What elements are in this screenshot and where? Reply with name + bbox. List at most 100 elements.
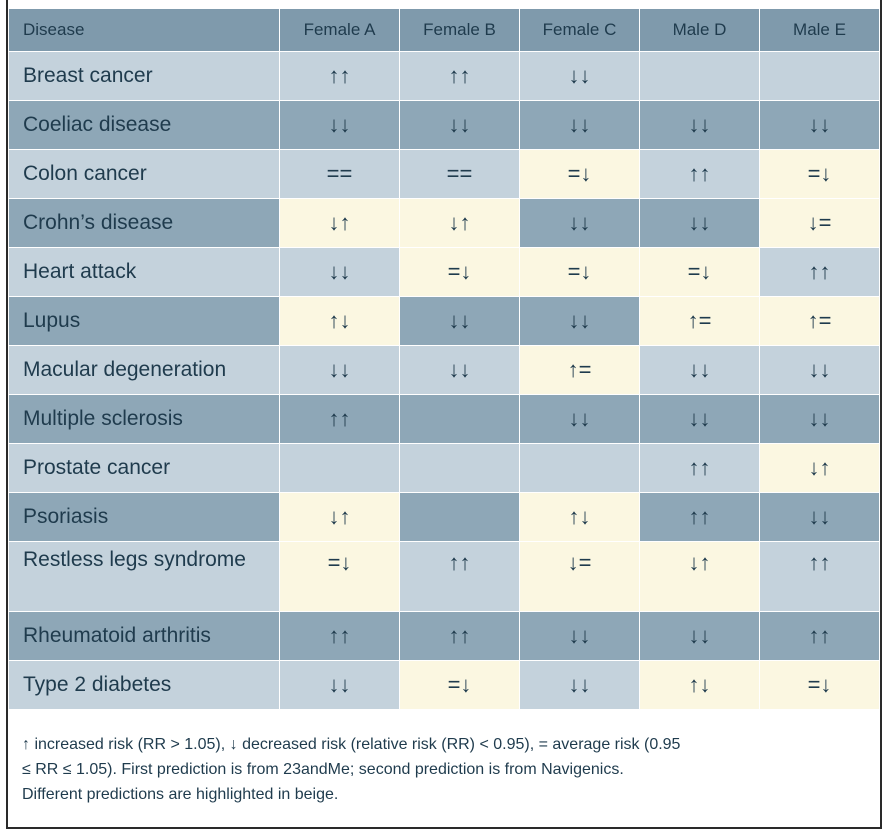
- risk-cell: ↑↑: [759, 247, 880, 297]
- header-female-c: Female C: [519, 8, 640, 52]
- risk-cell: ↓↓: [759, 345, 880, 395]
- disease-name: Coeliac disease: [8, 100, 280, 150]
- risk-cell: =↓: [639, 247, 760, 297]
- risk-cell: [519, 443, 640, 493]
- table-footnote: ↑ increased risk (RR > 1.05), ↓ decrease…: [22, 732, 867, 807]
- risk-cell: ↓↓: [639, 611, 760, 661]
- risk-cell: ↓↑: [399, 198, 520, 248]
- risk-cell: ↓↓: [399, 345, 520, 395]
- risk-cell: ↓↓: [639, 394, 760, 444]
- risk-cell: =↓: [399, 660, 520, 710]
- risk-cell: ↓↑: [639, 541, 760, 612]
- risk-cell: ↓↓: [639, 345, 760, 395]
- risk-cell: =↓: [279, 541, 400, 612]
- risk-cell: ↓↓: [519, 100, 640, 150]
- risk-cell: ↑↑: [639, 149, 760, 199]
- disease-name: Multiple sclerosis: [8, 394, 280, 444]
- risk-cell: ↓↓: [519, 394, 640, 444]
- table-row: Prostate cancer ↑↑ ↓↑: [8, 443, 880, 493]
- risk-cell: ↑↑: [279, 51, 400, 101]
- risk-cell: ↑↓: [519, 492, 640, 542]
- risk-cell: [399, 443, 520, 493]
- table-row: Coeliac disease ↓↓ ↓↓ ↓↓ ↓↓ ↓↓: [8, 100, 880, 150]
- risk-cell: =↓: [519, 247, 640, 297]
- risk-cell: ↑=: [519, 345, 640, 395]
- table-row: Rheumatoid arthritis ↑↑ ↑↑ ↓↓ ↓↓ ↑↑: [8, 611, 880, 661]
- risk-cell: ↑↑: [639, 492, 760, 542]
- header-row: Disease Female A Female B Female C Male …: [8, 8, 880, 52]
- disease-name: Heart attack: [8, 247, 280, 297]
- disease-name: Macular degeneration: [8, 345, 280, 395]
- table-row: Type 2 diabetes ↓↓ =↓ ↓↓ ↑↓ =↓: [8, 660, 880, 710]
- risk-cell: ↑↑: [399, 611, 520, 661]
- disease-name: Crohn’s disease: [8, 198, 280, 248]
- risk-cell: ↓↓: [279, 247, 400, 297]
- risk-cell: ↓=: [519, 541, 640, 612]
- disease-name: Rheumatoid arthritis: [8, 611, 280, 661]
- footnote-line-1: ↑ increased risk (RR > 1.05), ↓ decrease…: [22, 736, 681, 753]
- risk-cell: ↑↑: [279, 611, 400, 661]
- disease-name: Colon cancer: [8, 149, 280, 199]
- risk-cell: =↓: [759, 660, 880, 710]
- table-row: Crohn’s disease ↓↑ ↓↑ ↓↓ ↓↓ ↓=: [8, 198, 880, 248]
- risk-cell: ↓↓: [399, 100, 520, 150]
- table-row: Heart attack ↓↓ =↓ =↓ =↓ ↑↑: [8, 247, 880, 297]
- risk-cell: ↑↓: [639, 660, 760, 710]
- risk-cell: ↓↓: [279, 100, 400, 150]
- risk-cell: ↓↓: [519, 51, 640, 101]
- risk-cell: =↓: [759, 149, 880, 199]
- table-row: Colon cancer == == =↓ ↑↑ =↓: [8, 149, 880, 199]
- header-male-d: Male D: [639, 8, 760, 52]
- risk-cell: ↑↑: [399, 541, 520, 612]
- risk-cell: ↓↓: [759, 394, 880, 444]
- table-row: Breast cancer ↑↑ ↑↑ ↓↓: [8, 51, 880, 101]
- disease-name: Psoriasis: [8, 492, 280, 542]
- risk-cell: =↓: [519, 149, 640, 199]
- risk-cell: ↑↑: [639, 443, 760, 493]
- risk-cell: ↓↓: [639, 100, 760, 150]
- disease-name: Lupus: [8, 296, 280, 346]
- risk-cell: ↓↑: [279, 198, 400, 248]
- risk-cell: ↓=: [759, 198, 880, 248]
- risk-cell: [759, 51, 880, 101]
- risk-cell: ↓↓: [639, 198, 760, 248]
- risk-cell: ↑↑: [759, 541, 880, 612]
- disease-name: Prostate cancer: [8, 443, 280, 493]
- risk-cell: ↓↓: [759, 100, 880, 150]
- risk-cell: ↓↓: [519, 198, 640, 248]
- footnote-line-3: Different predictions are highlighted in…: [22, 786, 339, 803]
- risk-cell: ↓↓: [519, 296, 640, 346]
- table-row: Multiple sclerosis ↑↑ ↓↓ ↓↓ ↓↓: [8, 394, 880, 444]
- footnote-line-2: ≤ RR ≤ 1.05). First prediction is from 2…: [22, 761, 624, 778]
- risk-cell: ↓↓: [519, 660, 640, 710]
- risk-cell: ↓↓: [519, 611, 640, 661]
- risk-cell: [399, 394, 520, 444]
- disease-name: Breast cancer: [8, 51, 280, 101]
- table-row: Psoriasis ↓↑ ↑↓ ↑↑ ↓↓: [8, 492, 880, 542]
- table-row: Lupus ↑↓ ↓↓ ↓↓ ↑= ↑=: [8, 296, 880, 346]
- risk-cell: ↑=: [639, 296, 760, 346]
- header-male-e: Male E: [759, 8, 880, 52]
- disease-name: Type 2 diabetes: [8, 660, 280, 710]
- risk-cell: ↑↑: [279, 394, 400, 444]
- risk-cell: ↑↓: [279, 296, 400, 346]
- risk-cell: ↓↓: [759, 492, 880, 542]
- risk-cell: ↑↑: [399, 51, 520, 101]
- risk-cell: ↓↓: [279, 660, 400, 710]
- table-body: Breast cancer ↑↑ ↑↑ ↓↓ Coeliac disease ↓↓ ↓↓ ↓↓…: [8, 51, 880, 710]
- table-row: Restless legs syndrome =↓ ↑↑ ↓= ↓↑ ↑↑: [8, 541, 880, 612]
- risk-cell: ↓↑: [279, 492, 400, 542]
- risk-cell: ==: [399, 149, 520, 199]
- risk-cell: ↓↓: [399, 296, 520, 346]
- risk-prediction-table: Disease Female A Female B Female C Male …: [8, 8, 880, 710]
- header-female-a: Female A: [279, 8, 400, 52]
- risk-cell: ↑↑: [759, 611, 880, 661]
- risk-cell: =↓: [399, 247, 520, 297]
- risk-cell: [639, 51, 760, 101]
- risk-cell: [399, 492, 520, 542]
- header-female-b: Female B: [399, 8, 520, 52]
- table-row: Macular degeneration ↓↓ ↓↓ ↑= ↓↓ ↓↓: [8, 345, 880, 395]
- header-disease: Disease: [8, 8, 280, 52]
- risk-cell: ↓↑: [759, 443, 880, 493]
- risk-cell: ↓↓: [279, 345, 400, 395]
